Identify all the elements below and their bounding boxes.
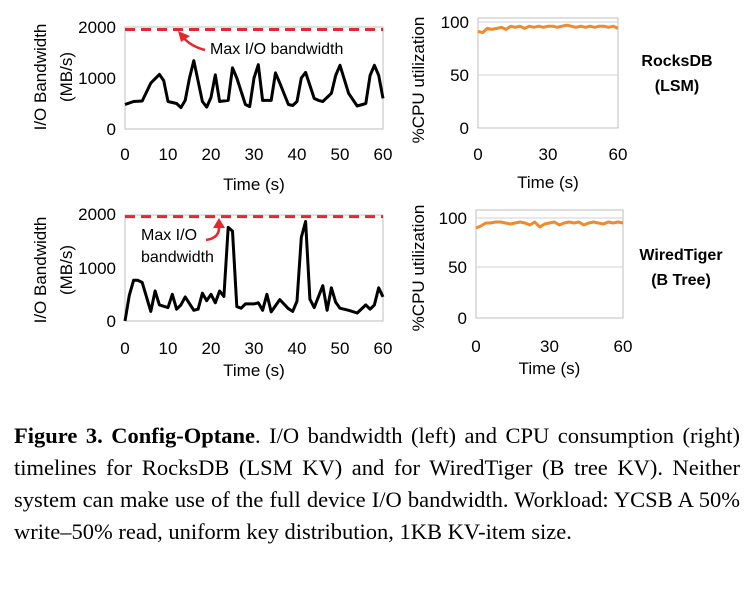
y-tick-label: 1000 (78, 259, 116, 278)
x-tick-label: 0 (120, 339, 129, 358)
x-tick-label: 0 (471, 337, 480, 356)
system-label-wiredtiger-type: (B Tree) (651, 272, 711, 289)
x-tick-label: 0 (473, 145, 482, 164)
annotation-arrowhead-2 (213, 218, 225, 228)
plot-area-3 (475, 209, 624, 319)
x-tick-label: 0 (120, 145, 129, 164)
y-axis-label: (MB/s) (57, 52, 76, 102)
annotation-arrowhead (178, 31, 190, 42)
x-tick-label: 50 (331, 145, 350, 164)
caption-body: . I/O bandwidth (left) and CPU consumpti… (14, 423, 740, 544)
x-tick-label: 60 (374, 145, 393, 164)
x-tick-label: 30 (539, 145, 558, 164)
x-axis-label: Time (s) (519, 359, 581, 378)
x-tick-label: 30 (245, 339, 264, 358)
series-line-rocksdb-undefined (477, 23, 619, 35)
y-axis-label: I/O Bandwidth (31, 24, 50, 131)
annotation-max-bandwidth-2: Max I/O (141, 227, 197, 244)
y-tick-label: 100 (439, 209, 467, 228)
plot-area-0 (124, 26, 384, 130)
y-tick-label: 1000 (78, 69, 116, 88)
plot-area-1 (477, 17, 619, 129)
series-line-wiredtiger-undefined (123, 220, 385, 322)
y-tick-label: 0 (458, 309, 467, 328)
figure-caption: Figure 3. Config-Optane. I/O bandwidth (… (14, 420, 740, 548)
system-label-rocksdb-type: (LSM) (655, 78, 699, 95)
x-axis-label: Time (s) (223, 361, 285, 380)
caption-title: Figure 3. Config-Optane (14, 423, 255, 448)
series-line-rocksdb-undefined (124, 59, 385, 110)
y-axis-label: (MB/s) (57, 245, 76, 295)
x-tick-label: 20 (202, 145, 221, 164)
y-tick-label: 50 (450, 66, 469, 85)
y-tick-label: 2000 (78, 205, 116, 224)
annotation-max-bandwidth-2b: bandwidth (141, 249, 214, 266)
annotation-arrow-2 (205, 225, 221, 242)
x-tick-label: 10 (159, 339, 178, 358)
x-tick-label: 30 (540, 337, 559, 356)
x-tick-label: 30 (245, 145, 264, 164)
x-tick-label: 50 (331, 339, 350, 358)
system-label-wiredtiger: WiredTiger (639, 247, 722, 264)
system-label-rocksdb: RocksDB (641, 53, 712, 70)
y-axis-label: I/O Bandwidth (31, 217, 50, 324)
plot-area-2 (124, 214, 384, 322)
y-tick-label: 50 (448, 258, 467, 277)
x-tick-label: 20 (202, 339, 221, 358)
x-axis-label: Time (s) (517, 173, 579, 192)
y-tick-label: 0 (107, 120, 116, 139)
annotation-arrow (182, 36, 206, 52)
y-tick-label: 0 (460, 119, 469, 138)
y-tick-label: 100 (441, 13, 469, 32)
x-tick-label: 60 (374, 339, 393, 358)
x-tick-label: 60 (614, 337, 633, 356)
x-tick-label: 60 (609, 145, 628, 164)
x-tick-label: 40 (288, 145, 307, 164)
y-axis-label: %CPU utilization (409, 205, 428, 332)
x-tick-label: 40 (288, 339, 307, 358)
y-tick-label: 2000 (78, 18, 116, 37)
series-line-wiredtiger-undefined (475, 220, 624, 230)
x-axis-label: Time (s) (223, 175, 285, 194)
y-axis-label: %CPU utilization (409, 17, 428, 144)
y-tick-label: 0 (107, 312, 116, 331)
x-tick-label: 10 (159, 145, 178, 164)
annotation-max-bandwidth: Max I/O bandwidth (210, 41, 343, 58)
